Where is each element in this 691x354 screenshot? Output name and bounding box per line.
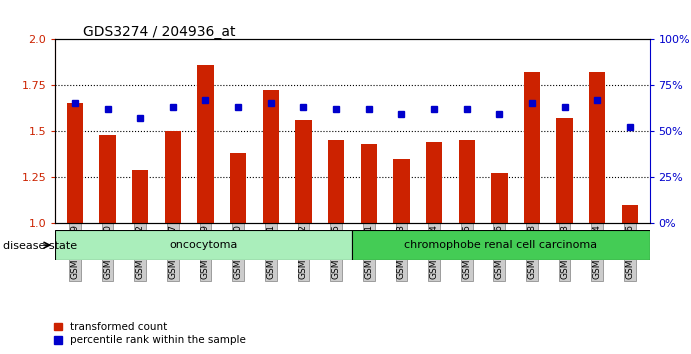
Bar — [198, 65, 214, 223]
Text: disease state: disease state — [3, 241, 77, 251]
Bar — [295, 120, 312, 223]
Text: chromophobe renal cell carcinoma: chromophobe renal cell carcinoma — [404, 240, 598, 250]
Bar — [361, 144, 377, 223]
Text: GDS3274 / 204936_at: GDS3274 / 204936_at — [83, 25, 236, 39]
Bar — [328, 140, 344, 223]
Bar — [589, 72, 605, 223]
Bar — [556, 118, 573, 223]
Bar — [352, 230, 650, 260]
Bar — [622, 205, 638, 223]
Bar — [459, 140, 475, 223]
Bar — [100, 135, 115, 223]
Bar — [426, 142, 442, 223]
Bar — [55, 230, 352, 260]
Bar — [67, 103, 83, 223]
Bar — [263, 91, 279, 223]
Bar — [230, 153, 246, 223]
Bar — [491, 173, 507, 223]
Bar — [524, 72, 540, 223]
Legend: transformed count, percentile rank within the sample: transformed count, percentile rank withi… — [54, 322, 246, 345]
Text: oncocytoma: oncocytoma — [170, 240, 238, 250]
Bar — [393, 159, 410, 223]
Bar — [164, 131, 181, 223]
Bar — [132, 170, 149, 223]
